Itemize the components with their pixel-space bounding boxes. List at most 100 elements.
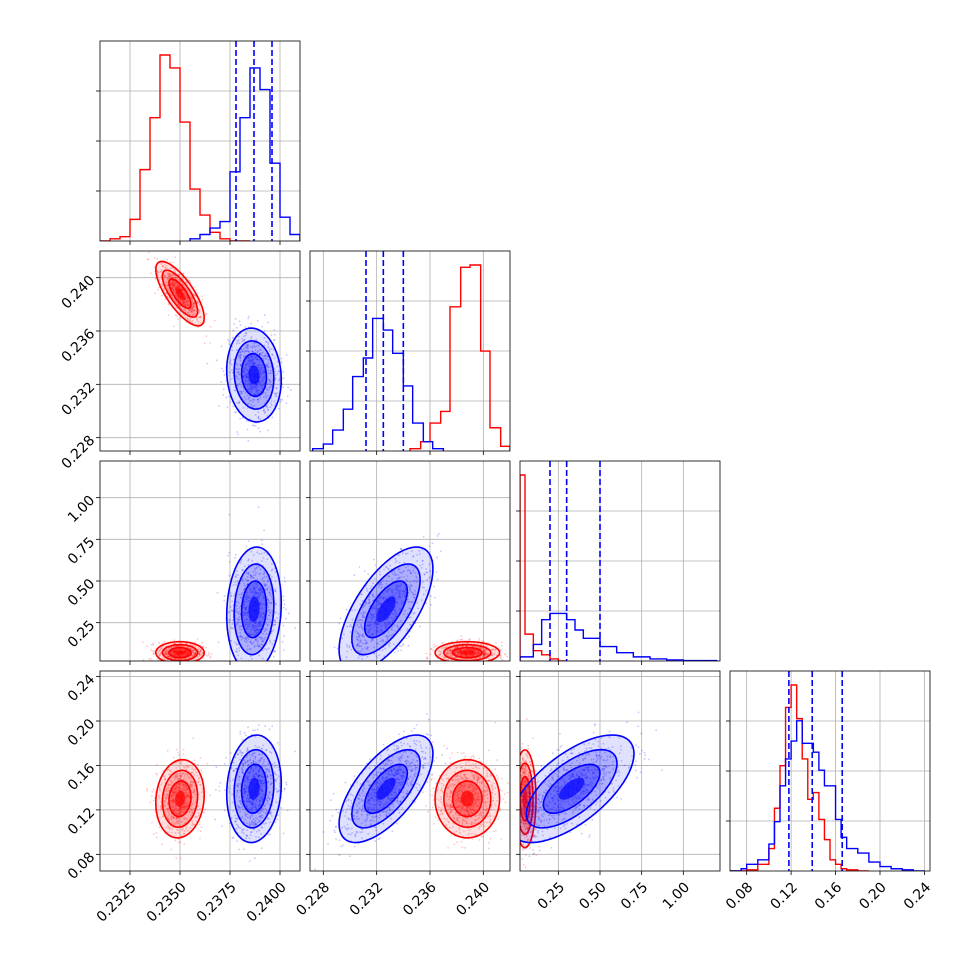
- scatter-point: [183, 314, 186, 317]
- scatter-point: [193, 653, 196, 656]
- scatter-point: [252, 360, 255, 363]
- scatter-point: [258, 364, 261, 367]
- scatter-point: [246, 627, 249, 630]
- scatter-point: [267, 369, 270, 372]
- scatter-point: [262, 597, 265, 600]
- scatter-point: [154, 292, 156, 295]
- scatter-point: [238, 335, 240, 338]
- scatter-point: [294, 627, 296, 630]
- scatter-point: [249, 667, 251, 669]
- scatter-point: [240, 353, 242, 356]
- scatter-point: [265, 340, 268, 343]
- scatter-point: [187, 292, 190, 294]
- scatter-point: [192, 649, 194, 651]
- scatter-point: [244, 624, 247, 627]
- scatter-point: [266, 623, 269, 626]
- scatter-point: [267, 409, 269, 411]
- scatter-point: [159, 647, 162, 650]
- scatter-point: [249, 621, 251, 624]
- scatter-point: [161, 648, 163, 650]
- scatter-point: [167, 655, 170, 658]
- scatter-point: [259, 602, 262, 605]
- scatter-point: [239, 357, 242, 360]
- scatter-point: [239, 612, 242, 615]
- scatter-point: [264, 647, 266, 650]
- scatter-point: [262, 618, 265, 621]
- scatter-point: [282, 370, 285, 373]
- scatter-point: [358, 566, 361, 568]
- scatter-point: [221, 367, 224, 370]
- scatter-point: [189, 317, 192, 320]
- scatter-point: [252, 595, 255, 597]
- scatter-point: [240, 390, 243, 393]
- scatter-point: [236, 672, 238, 674]
- scatter-point: [170, 651, 173, 654]
- scatter-point: [182, 301, 185, 304]
- scatter-point: [198, 653, 201, 656]
- scatter-point: [192, 309, 195, 312]
- scatter-point: [246, 344, 248, 347]
- scatter-point: [170, 266, 173, 269]
- scatter-point: [167, 314, 170, 317]
- scatter-point: [257, 427, 260, 430]
- scatter-point: [242, 375, 245, 377]
- scatter-point: [185, 650, 187, 653]
- scatter-point: [181, 282, 184, 285]
- scatter-point: [184, 657, 187, 660]
- scatter-point: [249, 381, 252, 384]
- scatter-point: [363, 666, 365, 668]
- scatter-point: [197, 651, 200, 654]
- scatter-point: [471, 664, 473, 666]
- scatter-point: [185, 652, 188, 655]
- scatter-point: [267, 580, 269, 583]
- scatter-point: [193, 649, 196, 651]
- scatter-point: [249, 345, 252, 348]
- scatter-point: [172, 651, 175, 653]
- scatter-point: [242, 589, 245, 591]
- scatter-point: [237, 371, 240, 374]
- scatter-point: [186, 296, 189, 299]
- scatter-point: [245, 606, 248, 609]
- scatter-point: [161, 285, 164, 287]
- scatter-point: [202, 657, 205, 659]
- scatter-point: [199, 316, 202, 319]
- scatter-point: [209, 656, 212, 659]
- scatter-point: [245, 347, 248, 349]
- scatter-point: [149, 657, 152, 660]
- scatter-point: [198, 823, 201, 826]
- scatter-point: [233, 358, 235, 361]
- scatter-point: [266, 553, 268, 556]
- scatter-point: [262, 357, 265, 360]
- scatter-point: [243, 368, 246, 371]
- scatter-point: [244, 398, 247, 401]
- scatter-point: [209, 342, 211, 344]
- scatter-point: [251, 345, 254, 348]
- scatter-point: [229, 606, 232, 609]
- scatter-point: [273, 333, 276, 336]
- scatter-point: [193, 302, 196, 305]
- scatter-point: [198, 310, 201, 312]
- scatter-point: [191, 311, 194, 314]
- scatter-point: [247, 378, 250, 381]
- scatter-point: [164, 652, 167, 655]
- scatter-point: [270, 365, 272, 368]
- scatter-point: [173, 276, 175, 279]
- scatter-point: [398, 645, 401, 647]
- scatter-point: [261, 607, 264, 610]
- scatter-point: [185, 649, 188, 651]
- scatter-point: [268, 379, 271, 382]
- scatter-point: [254, 625, 257, 628]
- contour-level: [248, 596, 260, 623]
- scatter-point: [228, 361, 231, 364]
- scatter-point: [249, 648, 252, 650]
- scatter-point: [243, 584, 246, 587]
- scatter-point: [193, 302, 196, 305]
- scatter-point: [160, 283, 163, 286]
- scatter-point: [247, 362, 249, 364]
- scatter-point: [164, 298, 167, 300]
- scatter-point: [169, 273, 172, 276]
- scatter-point: [258, 622, 261, 625]
- scatter-point: [163, 652, 166, 655]
- scatter-point: [254, 425, 257, 427]
- scatter-point: [163, 640, 166, 643]
